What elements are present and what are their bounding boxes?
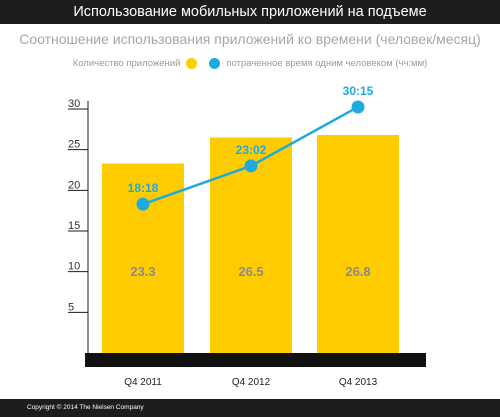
x-tick-label-0: Q4 2011 <box>124 377 162 388</box>
legend-label-apps: Количество приложений <box>72 57 181 69</box>
y-tick-label-2: 15 <box>68 220 80 232</box>
chart-title: Использование мобильных приложений на по… <box>0 0 500 24</box>
time-label-0: 18:18 <box>128 181 159 195</box>
y-tick-label-1: 10 <box>68 261 80 273</box>
y-tick-label-4: 25 <box>68 139 80 151</box>
legend: Количество приложений потраченное время … <box>0 55 500 71</box>
time-label-2: 30:15 <box>343 84 374 98</box>
time-point-1 <box>244 159 258 173</box>
x-axis-band <box>85 353 426 367</box>
time-point-0 <box>136 197 150 211</box>
x-tick-label-2: Q4 2013 <box>339 377 378 388</box>
bar-value-label-2: 26.8 <box>345 264 370 279</box>
y-tick-label-5: 30 <box>68 98 80 110</box>
copyright-footer: Copyright © 2014 The Nielsen Company <box>0 399 500 417</box>
chart-subtitle: Соотношение использования приложений ко … <box>19 31 481 47</box>
legend-label-time: потраченное время одним человеком (чч:мм… <box>226 57 428 69</box>
bar-1 <box>210 137 292 354</box>
x-tick-label-1: Q4 2012 <box>232 377 271 388</box>
legend-swatch-time <box>209 57 221 69</box>
y-tick-label-3: 20 <box>68 179 80 191</box>
bar-value-label-0: 23.3 <box>130 264 155 279</box>
legend-item-time: потраченное время одним человеком (чч:мм… <box>209 57 428 69</box>
y-tick-label-0: 5 <box>68 301 74 313</box>
bar-value-label-1: 26.5 <box>238 264 263 279</box>
bar-2 <box>317 135 399 354</box>
time-label-1: 23:02 <box>236 143 267 157</box>
time-point-2 <box>351 100 365 114</box>
legend-swatch-apps <box>186 57 198 69</box>
legend-item-apps: Количество приложений <box>72 57 198 69</box>
